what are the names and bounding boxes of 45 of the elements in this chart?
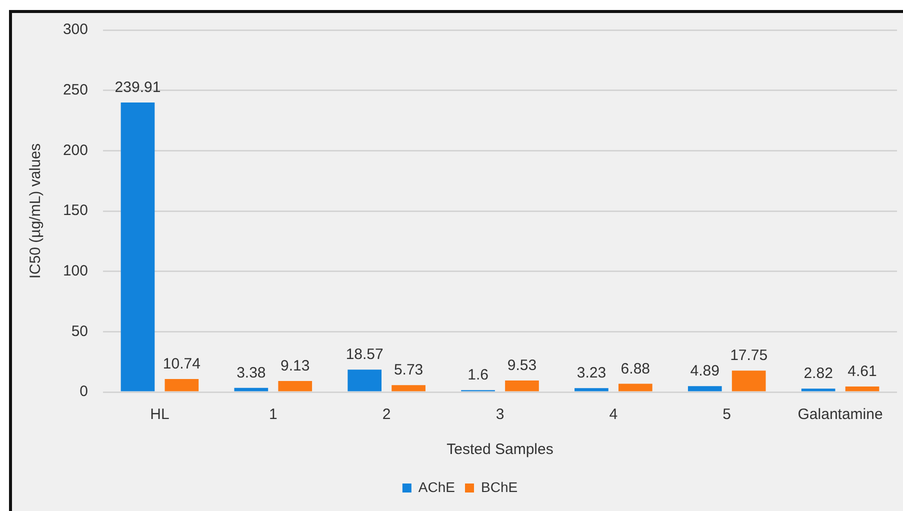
y-tick-label: 0 [80,383,88,400]
bar [732,370,766,392]
data-label: 2.82 [804,365,833,382]
bar [234,388,268,392]
data-label: 18.57 [346,346,384,364]
y-tick-label: 150 [62,202,88,220]
bar [618,384,652,392]
data-label: 10.74 [162,356,200,373]
bar [801,388,836,392]
data-label: 6.88 [620,360,650,378]
legend-label: AChE [418,478,456,495]
data-label: 3.23 [576,364,606,382]
bar [505,380,539,392]
bar [845,386,880,392]
x-tick-label: 1 [268,406,278,424]
data-label: 1.6 [468,366,488,384]
legend-label: BChE [481,478,518,495]
data-label: 9.13 [280,358,310,375]
bar [278,380,312,392]
x-tick-label: 2 [382,406,391,424]
data-label: 9.53 [507,357,537,374]
x-tick-label: 3 [496,406,504,424]
y-tick-label: 100 [62,262,88,280]
y-tick-label: 200 [62,142,88,159]
x-tick-label: HL [150,406,170,424]
x-tick-label: Galantamine [798,406,883,424]
bar [120,102,155,392]
data-label: 17.75 [730,347,768,364]
bar [348,370,382,392]
data-label: 239.91 [114,79,161,96]
bar [688,386,722,392]
y-tick-label: 300 [62,21,88,38]
y-axis-title: IC50 (µg/mL) values [27,143,44,279]
x-tick-label: 4 [609,406,618,424]
bar [574,388,608,392]
y-tick-label: 250 [62,81,88,98]
data-label: 5.73 [394,362,424,379]
x-axis-title: Tested Samples [446,441,554,458]
data-label: 3.38 [236,364,266,382]
x-tick-label: 5 [722,406,732,424]
bar [164,379,199,392]
bar [392,385,426,392]
data-label: 4.61 [848,363,877,380]
data-label: 4.89 [690,362,720,380]
y-tick-label: 50 [71,322,88,340]
